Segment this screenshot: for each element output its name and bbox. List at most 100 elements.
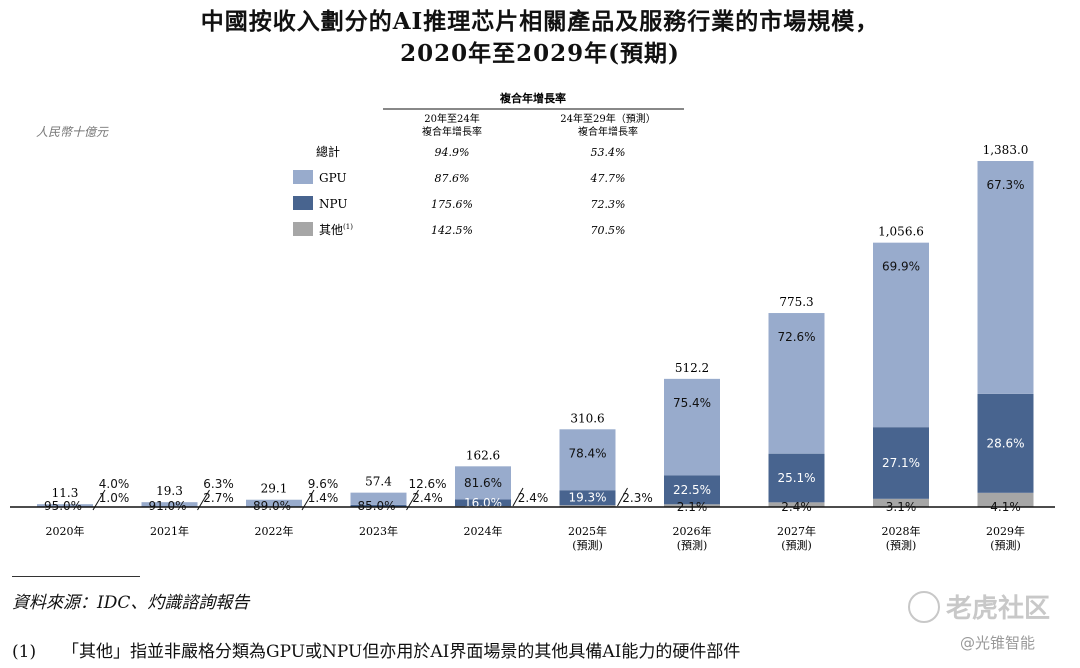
other-share-label-3: 2.4%	[412, 491, 443, 505]
leader-slash-4	[512, 487, 524, 507]
npu-share-label-2: 9.6%	[308, 477, 339, 491]
bar-gpu-7	[768, 313, 825, 454]
bar-npu-3	[350, 504, 407, 507]
watermark-brand: 老虎社区	[908, 588, 1050, 625]
bar-npu-7	[768, 453, 825, 503]
total-label-4: 162.6	[466, 448, 500, 462]
bar-other-9	[977, 492, 1034, 507]
gpu-share-label-8: 69.9%	[882, 260, 920, 274]
x-tick-label-9: (預測)	[990, 538, 1021, 552]
x-tick-label-2: 2022年	[255, 524, 294, 538]
bar-npu-5	[559, 490, 616, 506]
legend-swatch-1	[293, 170, 313, 184]
npu-share-label-6: 22.5%	[673, 483, 711, 497]
cagr-col2-header: 複合年增長率	[578, 125, 638, 138]
cagr-value-2024-29: 70.5%	[591, 224, 626, 237]
bar-npu-6	[664, 475, 720, 505]
gpu-share-label-9: 67.3%	[986, 178, 1024, 192]
y-unit-label: 人民幣十億元	[36, 125, 109, 139]
cagr-header: 複合年增長率	[499, 91, 566, 105]
gpu-share-label-0: 95.0%	[44, 499, 82, 513]
bar-other-6	[664, 504, 720, 507]
x-tick-label-1: 2021年	[150, 524, 189, 538]
gpu-share-label-1: 91.0%	[148, 499, 186, 513]
watermark-logo-icon	[908, 591, 940, 623]
x-tick-label-3: 2023年	[359, 524, 398, 538]
cagr-value-2024-29: 47.7%	[590, 172, 626, 185]
cagr-value-2024-29: 72.3%	[591, 198, 626, 211]
cagr-value-2020-24: 175.6%	[431, 198, 473, 211]
total-label-8: 1,056.6	[878, 225, 924, 239]
bar-gpu-8	[873, 242, 929, 428]
legend-label-2: NPU	[319, 197, 347, 211]
title-line-2: 2020年至2029年(預期)	[400, 40, 680, 67]
x-tick-label-8: (預測)	[886, 538, 917, 552]
x-tick-label-8: 2028年	[882, 524, 921, 538]
gpu-share-label-4: 81.6%	[464, 476, 502, 490]
x-tick-label-0: 2020年	[46, 524, 85, 538]
total-label-3: 57.4	[365, 475, 392, 489]
other-share-label-0: 1.0%	[99, 491, 130, 505]
total-label-6: 512.2	[675, 361, 709, 375]
bar-npu-4	[455, 499, 511, 507]
npu-share-label-1: 6.3%	[203, 477, 234, 491]
npu-share-label-5: 19.3%	[568, 491, 606, 505]
bar-npu-8	[873, 427, 929, 499]
npu-share-label-3: 12.6%	[408, 477, 446, 491]
x-tick-label-5: 2025年	[568, 524, 607, 538]
bar-gpu-6	[664, 378, 720, 476]
total-label-2: 29.1	[261, 482, 288, 496]
cagr-value-2020-24: 94.9%	[435, 146, 470, 159]
other-share-label-2: 1.4%	[308, 491, 339, 505]
x-tick-label-5: (預測)	[572, 538, 603, 552]
bar-gpu-3	[350, 492, 407, 505]
footnote: (1) 「其他」指並非嚴格分類為GPU或NPU但亦用於AI界面場景的其他具備AI能…	[12, 637, 740, 662]
cagr-value-2024-29: 53.4%	[591, 146, 626, 159]
legend-swatch-2	[293, 196, 313, 210]
x-tick-label-9: 2029年	[986, 524, 1025, 538]
total-label-5: 310.6	[570, 411, 604, 425]
bar-gpu-2	[246, 499, 302, 507]
gpu-share-label-2: 89.0%	[253, 499, 291, 513]
watermark-handle: @光锥智能	[960, 634, 1036, 652]
total-label-9: 1,383.0	[983, 143, 1029, 157]
title-line-1: 中國按收入劃分的AI推理芯片相關產品及服務行業的市場規模，	[200, 8, 880, 35]
bar-gpu-5	[559, 429, 616, 491]
footnote-divider	[12, 576, 140, 577]
legend-label-1: GPU	[319, 171, 347, 185]
footnote-number: (1)	[12, 642, 37, 662]
legend-label-3: 其他(1)	[319, 223, 353, 237]
npu-share-label-0: 4.0%	[99, 477, 130, 491]
x-tick-label-6: (預測)	[677, 538, 708, 552]
gpu-share-label-7: 72.6%	[777, 330, 815, 344]
cagr-value-2020-24: 142.5%	[431, 224, 473, 237]
bar-other-7	[768, 502, 825, 507]
chart-title: 中國按收入劃分的AI推理芯片相關產品及服務行業的市場規模， 2020年至2029…	[0, 6, 1080, 70]
bar-npu-9	[977, 393, 1034, 493]
source-note: 資料來源：IDC、灼識諮詢報告	[12, 593, 250, 613]
bar-gpu-1	[141, 502, 198, 507]
gpu-share-label-6: 75.4%	[673, 396, 711, 410]
x-tick-label-4: 2024年	[464, 524, 503, 538]
total-label-7: 775.3	[779, 295, 813, 309]
x-tick-label-6: 2026年	[673, 524, 712, 538]
watermark-brand-text: 老虎社区	[946, 594, 1051, 624]
bar-gpu-9	[977, 161, 1034, 394]
gpu-share-label-5: 78.4%	[568, 446, 606, 460]
other-share-label-1: 2.7%	[203, 491, 234, 505]
x-tick-label-7: (預測)	[781, 538, 812, 552]
footnote-text: 「其他」指並非嚴格分類為GPU或NPU但亦用於AI界面場景的其他具備AI能力的硬…	[62, 642, 741, 662]
bar-other-5	[559, 505, 616, 507]
npu-share-label-9: 28.6%	[986, 436, 1024, 450]
cagr-col1-header: 複合年增長率	[422, 125, 482, 138]
bar-gpu-0	[37, 504, 93, 507]
bar-gpu-4	[455, 466, 511, 500]
x-tick-label-7: 2027年	[777, 524, 816, 538]
gpu-share-label-3: 85.0%	[357, 499, 395, 513]
cagr-col1-header: 20年至24年	[424, 112, 479, 125]
total-label-0: 11.3	[52, 486, 79, 500]
cagr-value-2020-24: 87.6%	[435, 172, 470, 185]
bar-other-8	[873, 498, 929, 507]
total-label-1: 19.3	[156, 484, 183, 498]
